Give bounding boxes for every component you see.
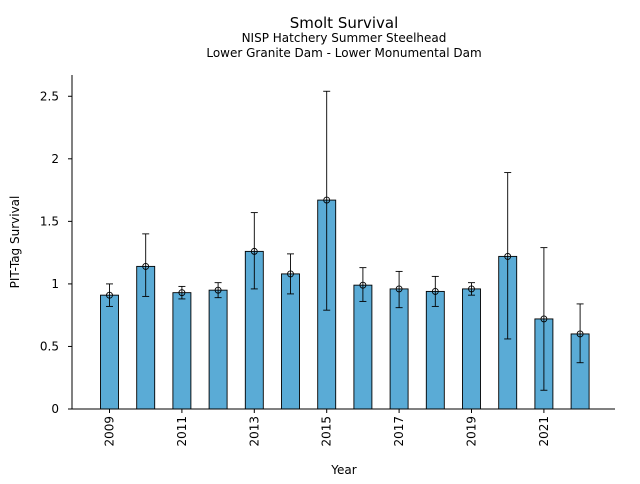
value-marker-2020 — [504, 252, 512, 260]
bar-2011 — [172, 292, 192, 410]
y-tick-label: 1.5 — [40, 214, 59, 228]
y-tick-label: 2.5 — [40, 89, 59, 103]
x-tick-label: 2017 — [392, 416, 406, 447]
value-marker-2010 — [142, 262, 150, 270]
value-marker-2016 — [359, 281, 367, 289]
value-marker-2012 — [214, 286, 222, 294]
x-axis-ticks: 2009 2011 2013 2015 2017 2019 2021 — [103, 409, 551, 447]
bar-2012 — [208, 289, 228, 410]
bar-2009 — [100, 294, 119, 410]
y-tick-label: 0 — [51, 402, 59, 416]
value-marker-2014 — [287, 270, 294, 278]
value-marker-2021 — [540, 315, 548, 323]
x-axis-label: Year — [330, 463, 356, 477]
y-tick-label: 2 — [51, 152, 59, 166]
value-marker-2022 — [576, 330, 584, 338]
chart-title: Smolt Survival — [290, 14, 399, 32]
x-tick-label: 2009 — [103, 416, 117, 447]
bar-2019 — [462, 288, 481, 410]
value-marker-2013 — [250, 247, 258, 255]
plot-area — [100, 90, 590, 410]
bar-2016 — [353, 284, 373, 410]
y-tick-label: 0.5 — [40, 339, 59, 353]
x-tick-label: 2013 — [247, 416, 261, 447]
value-marker-2019 — [468, 285, 475, 293]
x-tick-label: 2019 — [465, 416, 479, 447]
bar-2018 — [425, 290, 445, 410]
x-tick-label: 2015 — [320, 416, 334, 447]
x-tick-label: 2021 — [537, 416, 551, 447]
value-marker-2015 — [323, 196, 331, 204]
y-axis-label: PIT-Tag Survival — [8, 196, 22, 289]
y-axis-ticks: 0 0.5 1 1.5 2 2.5 — [40, 89, 72, 416]
x-tick-label: 2011 — [175, 416, 189, 447]
chart-subtitle-line-1: NISP Hatchery Summer Steelhead — [242, 31, 447, 45]
value-marker-2017 — [395, 285, 403, 293]
value-marker-2009 — [106, 291, 113, 299]
value-marker-2018 — [431, 287, 439, 295]
y-tick-label: 1 — [51, 277, 59, 291]
chart-subtitle-line-2: Lower Granite Dam - Lower Monumental Dam — [206, 46, 481, 60]
value-marker-2011 — [178, 289, 186, 297]
